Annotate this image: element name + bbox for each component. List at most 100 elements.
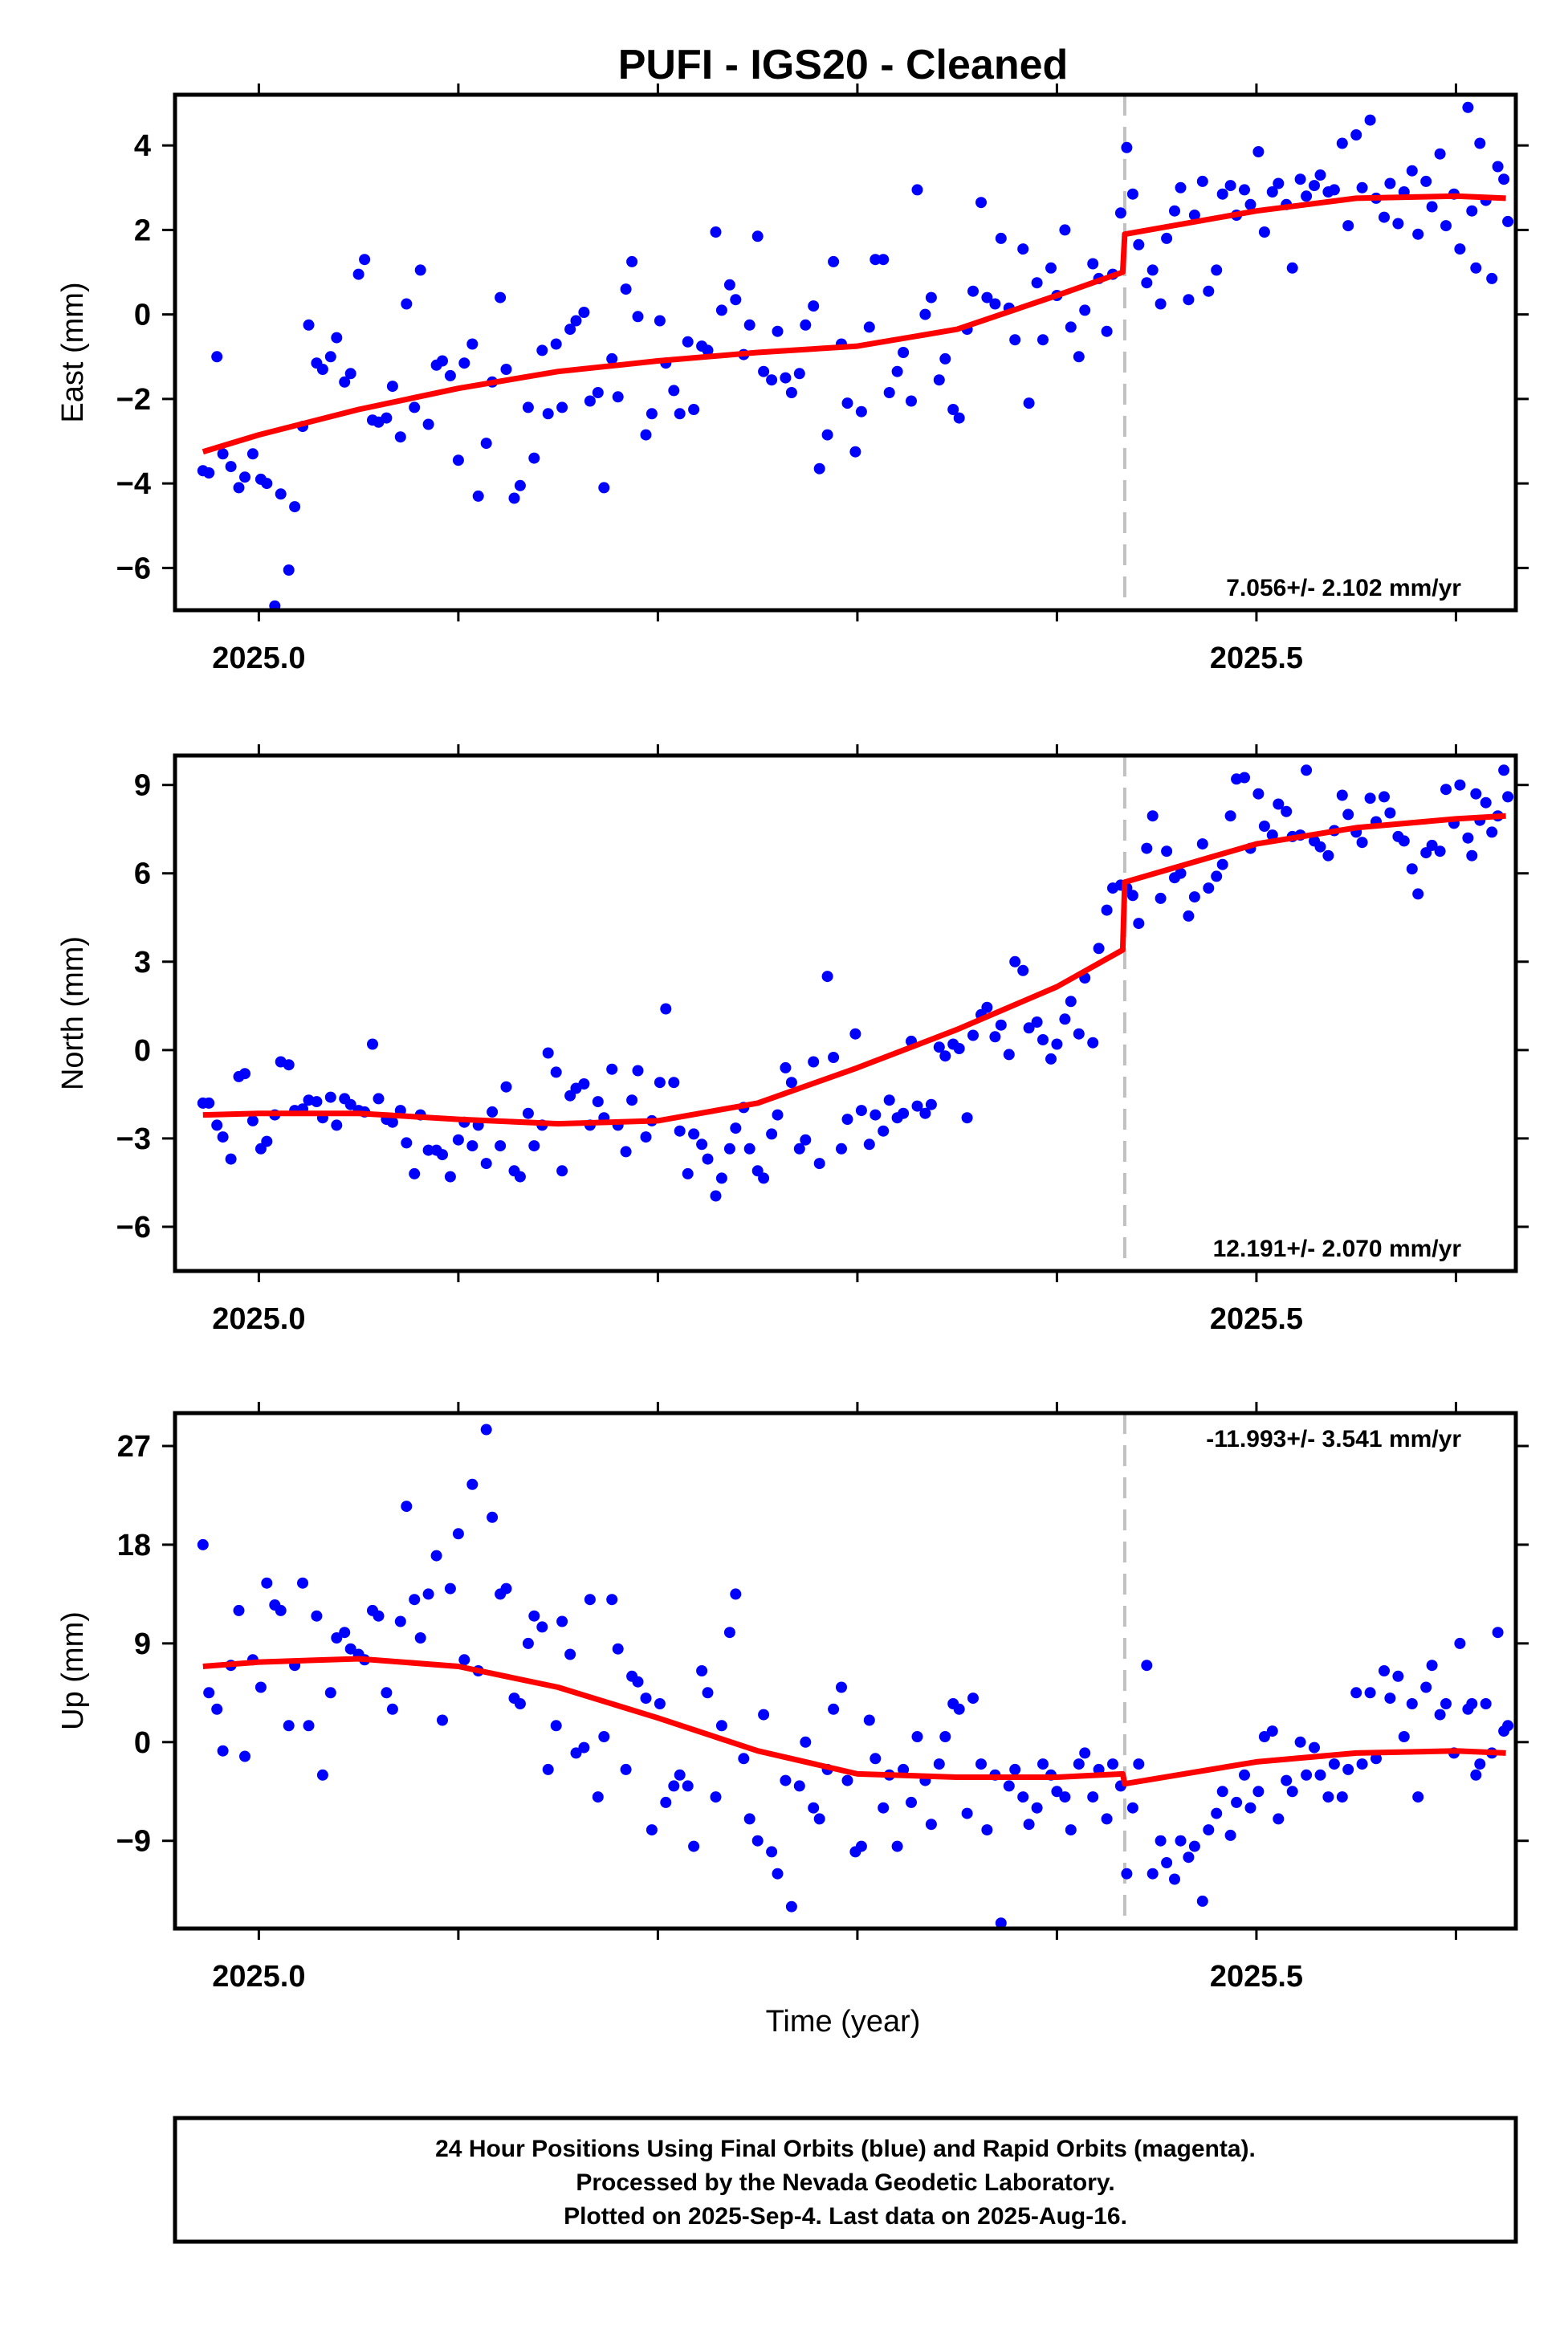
data-point: [1392, 218, 1404, 230]
data-point: [1211, 1807, 1223, 1819]
data-point: [674, 1125, 686, 1137]
data-point: [570, 315, 582, 327]
data-point: [331, 1119, 343, 1131]
data-point: [1161, 1857, 1173, 1868]
data-point: [269, 600, 281, 610]
data-point: [500, 1081, 512, 1093]
data-point: [578, 1078, 590, 1090]
data-point: [1434, 1709, 1446, 1721]
data-point: [528, 1140, 540, 1152]
data-point: [480, 438, 492, 450]
data-point: [1224, 1829, 1236, 1841]
data-point: [800, 1736, 812, 1748]
y-tick-label: −9: [116, 1825, 151, 1859]
data-point: [1398, 1731, 1410, 1742]
data-point: [297, 1577, 308, 1589]
data-point: [766, 1128, 778, 1140]
data-point: [606, 1594, 618, 1606]
data-point: [401, 298, 413, 310]
data-point: [1017, 964, 1029, 976]
data-point: [1281, 805, 1293, 817]
data-point: [1486, 826, 1498, 838]
data-point: [578, 307, 590, 318]
data-point: [1141, 1660, 1153, 1672]
data-point: [331, 1632, 343, 1644]
data-point: [1009, 334, 1021, 346]
data-point: [1093, 943, 1105, 955]
data-point: [1379, 211, 1390, 223]
data-point: [793, 368, 805, 380]
data-point: [870, 1109, 882, 1121]
x-tick-label: 2025.5: [1210, 1960, 1303, 1994]
data-point: [522, 1637, 534, 1649]
data-point: [1239, 1769, 1250, 1781]
data-point: [592, 387, 604, 398]
data-point: [1155, 298, 1167, 310]
data-point: [437, 1714, 448, 1726]
data-point: [1420, 1681, 1432, 1693]
data-point: [911, 1100, 923, 1112]
data-point: [898, 1107, 910, 1119]
data-point: [1141, 842, 1153, 854]
model-curve: [202, 193, 1506, 455]
data-point: [592, 1791, 604, 1803]
data-point: [620, 283, 632, 295]
data-point: [1146, 810, 1159, 822]
plot-frame: [173, 1411, 1518, 1931]
data-point: [828, 255, 840, 267]
data-point: [331, 332, 343, 344]
data-point: [682, 336, 694, 348]
data-point: [211, 351, 223, 363]
data-point: [660, 1003, 672, 1015]
data-point: [1322, 1791, 1334, 1803]
data-point: [1175, 1835, 1187, 1847]
data-point: [1281, 1774, 1293, 1786]
data-point: [1065, 1824, 1077, 1836]
data-point: [598, 1731, 610, 1742]
data-point: [1101, 904, 1113, 916]
data-point: [660, 1796, 672, 1808]
data-point: [466, 1140, 479, 1152]
data-point: [780, 1061, 792, 1073]
data-point: [1079, 304, 1091, 316]
data-point: [1252, 1786, 1265, 1798]
data-point: [1146, 264, 1159, 276]
data-point: [626, 255, 638, 267]
data-point: [1356, 837, 1368, 849]
data-point: [246, 448, 259, 460]
y-tick-label: 9: [134, 1627, 151, 1661]
model-curve: [202, 1656, 1506, 1787]
data-point: [1384, 807, 1396, 819]
data-point: [723, 279, 735, 291]
data-point: [1286, 262, 1298, 274]
data-point: [261, 478, 273, 490]
data-point: [1498, 764, 1510, 776]
data-point: [1474, 137, 1486, 149]
data-point: [386, 1116, 398, 1128]
data-point: [995, 1019, 1007, 1031]
data-point: [1023, 1819, 1035, 1831]
data-point: [730, 1122, 742, 1134]
data-point: [1031, 277, 1043, 289]
data-point: [821, 429, 833, 441]
data-point: [1126, 188, 1138, 200]
data-point: [1175, 867, 1187, 879]
data-point: [1161, 845, 1173, 857]
data-point: [766, 374, 778, 386]
data-point: [1454, 779, 1466, 791]
data-point: [870, 1753, 882, 1765]
data-point: [612, 1643, 624, 1655]
y-tick-label: −6: [116, 1211, 151, 1244]
data-point: [898, 347, 910, 358]
data-point: [1498, 173, 1510, 185]
data-point: [1412, 888, 1424, 900]
data-point: [1203, 1824, 1215, 1836]
data-point: [275, 488, 287, 500]
data-point: [995, 1917, 1007, 1929]
data-point: [1252, 788, 1265, 800]
data-point: [961, 1807, 973, 1819]
data-point: [1133, 918, 1145, 930]
data-point: [528, 452, 540, 464]
data-point: [906, 1796, 917, 1808]
data-point: [197, 1538, 209, 1550]
